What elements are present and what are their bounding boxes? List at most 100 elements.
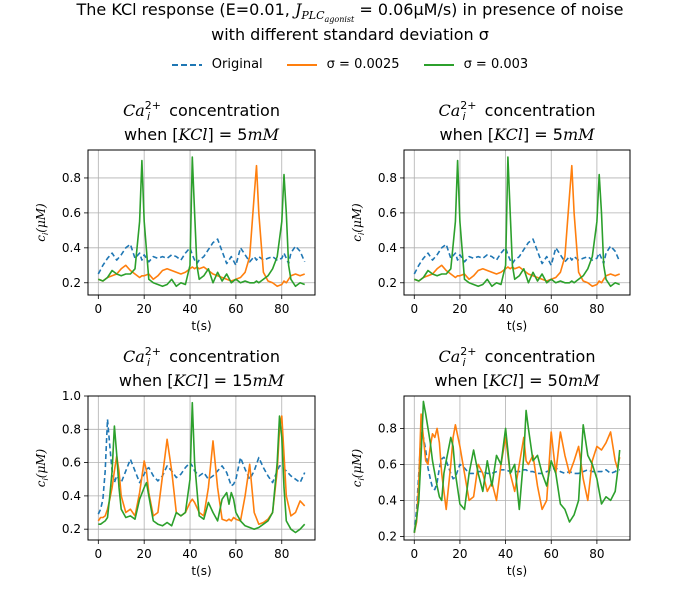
x-tick-label: 20 — [137, 302, 152, 316]
title-superscript: 2+ — [145, 345, 161, 358]
x-tick-label: 0 — [410, 547, 418, 561]
y-tick-label: 0.2 — [378, 276, 397, 290]
x-tick-label: 80 — [274, 302, 289, 316]
subplot-title-line2: when [KCl] = 5mM — [124, 125, 280, 144]
y-tick-label: 0.2 — [62, 522, 81, 536]
subplot-2: Ca2+ i concentration when [KCl] = 5mM 0 20 40… — [350, 99, 631, 333]
x-tick-label: 60 — [228, 302, 243, 316]
axes-frame — [87, 149, 316, 296]
title-superscript: 2+ — [460, 345, 476, 358]
title-ca: Ca — [123, 101, 145, 120]
x-tick-label: 80 — [589, 547, 604, 561]
legend-swatch-original — [171, 63, 202, 66]
y-tick-label: 0.8 — [62, 171, 81, 185]
y-axis-label: ci(μM) — [350, 203, 366, 242]
title-superscript: 2+ — [460, 99, 476, 112]
subplot-title-line2: when [KCl] = 5mM — [440, 125, 596, 144]
subplot-title-line1: Ca2+ i concentration — [123, 345, 280, 369]
x-axis-label: t(s) — [507, 564, 527, 578]
title-superscript: 2+ — [145, 99, 161, 112]
title-ca: Ca — [123, 347, 145, 366]
y-tick-label: 0.8 — [378, 171, 397, 185]
series-line-original — [413, 238, 621, 275]
x-tick-label: 40 — [182, 547, 197, 561]
subplot-title-line1: Ca2+ i concentration — [123, 99, 280, 123]
x-tick-label: 80 — [589, 302, 604, 316]
legend-item-original: Original — [171, 57, 263, 72]
subplot-title-line1: Ca2+ i concentration — [439, 345, 596, 369]
y-tick-label: 0.8 — [378, 421, 397, 435]
y-tick-label: 0.6 — [62, 456, 81, 470]
x-tick-label: 20 — [452, 302, 467, 316]
y-axis-label: ci(μM) — [34, 448, 50, 487]
x-tick-label: 60 — [228, 547, 243, 561]
subplot-title-line2: when [KCl] = 15mM — [119, 371, 285, 390]
title-subscript: i — [463, 356, 466, 369]
y-tick-label: 0.8 — [62, 422, 81, 436]
series-line-00025 — [98, 164, 305, 288]
series-line-00025 — [414, 164, 620, 288]
y-tick-label: 0.6 — [378, 457, 397, 471]
title-concentration: concentration — [164, 347, 280, 366]
y-axis-label: ci(μM) — [34, 203, 50, 242]
x-tick-label: 40 — [498, 547, 513, 561]
x-axis-label: t(s) — [507, 319, 527, 333]
subplot-4: Ca2+ i concentration when [KCl] = 50mM 0 20 4… — [350, 345, 631, 578]
title-ca: Ca — [439, 347, 461, 366]
title-ca: Ca — [439, 101, 461, 120]
x-tick-label: 40 — [498, 302, 513, 316]
subplot-title-line2: when [KCl] = 50mM — [434, 371, 600, 390]
y-tick-label: 0.4 — [378, 241, 397, 255]
axes-frame — [403, 395, 631, 541]
legend-swatch-sigma-0025 — [286, 63, 317, 66]
title-subscript: i — [147, 110, 150, 123]
y-tick-label: 0.2 — [378, 529, 397, 543]
subplot-title-line1: Ca2+ i concentration — [439, 99, 596, 123]
figure-suptitle-line2: with different standard deviation σ — [211, 25, 489, 44]
series-line-0003 — [413, 400, 621, 533]
legend: Original σ = 0.0025 σ = 0.003 — [0, 57, 700, 72]
y-tick-label: 0.4 — [62, 241, 81, 255]
legend-label-sigma-0025: σ = 0.0025 — [326, 57, 400, 72]
y-tick-label: 0.4 — [378, 493, 397, 507]
series-line-00025 — [413, 413, 621, 533]
suptitle-math-j: J — [294, 0, 302, 19]
legend-swatch-sigma-003 — [423, 63, 454, 66]
series-line-0003 — [414, 156, 620, 288]
y-tick-label: 1.0 — [62, 389, 81, 403]
title-concentration: concentration — [480, 101, 596, 120]
x-tick-label: 40 — [182, 302, 197, 316]
y-tick-label: 0.6 — [378, 206, 397, 220]
suptitle-suffix: = 0.06μM/s) in presence of noise — [354, 0, 624, 19]
x-tick-label: 0 — [94, 547, 102, 561]
legend-label-original: Original — [211, 57, 263, 72]
series-line-original — [97, 238, 306, 275]
suptitle-math-subsub: agonist — [324, 15, 355, 24]
legend-label-sigma-003: σ = 0.003 — [463, 57, 529, 72]
y-tick-label: 0.2 — [62, 276, 81, 290]
y-tick-label: 0.6 — [62, 206, 81, 220]
x-tick-label: 60 — [544, 302, 559, 316]
figure-suptitle-line1: The KCl response (E=0.01, JPLCagonist = … — [0, 0, 700, 32]
subplot-3: Ca2+ i concentration when [KCl] = 15mM 0 20 4… — [34, 345, 316, 578]
legend-item-sigma-0025: σ = 0.0025 — [286, 57, 400, 72]
series-line-0003 — [98, 156, 305, 288]
axes-frame — [403, 149, 631, 296]
y-tick-label: 0.4 — [62, 489, 81, 503]
title-subscript: i — [463, 110, 466, 123]
x-tick-label: 20 — [452, 547, 467, 561]
title-subscript: i — [147, 356, 150, 369]
series-line-0003 — [98, 401, 306, 534]
suptitle-math-sub: PLC — [301, 9, 325, 22]
axes-frame — [87, 395, 316, 541]
x-tick-label: 20 — [137, 547, 152, 561]
subplot-1: Ca2+ i concentration when [KCl] = 5mM 0 20 40… — [34, 99, 316, 333]
title-concentration: concentration — [480, 347, 596, 366]
y-axis-label: ci(μM) — [350, 448, 366, 487]
title-concentration: concentration — [164, 101, 280, 120]
x-tick-label: 60 — [544, 547, 559, 561]
x-tick-label: 80 — [274, 547, 289, 561]
suptitle-prefix: The KCl response (E=0.01, — [76, 0, 295, 19]
legend-item-sigma-003: σ = 0.003 — [423, 57, 529, 72]
